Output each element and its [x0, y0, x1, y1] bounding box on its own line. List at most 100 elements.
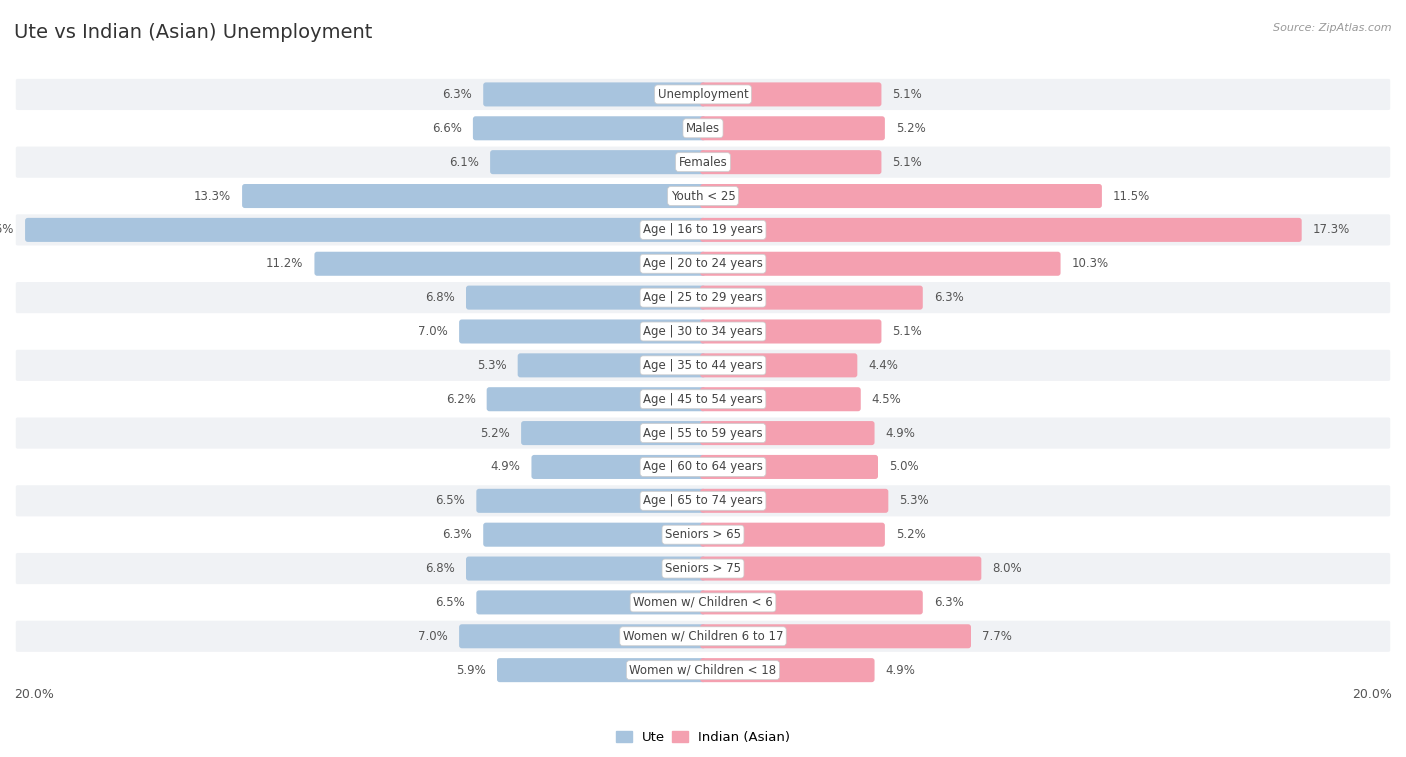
Text: Age | 35 to 44 years: Age | 35 to 44 years: [643, 359, 763, 372]
Text: 6.3%: 6.3%: [934, 596, 963, 609]
Text: Age | 25 to 29 years: Age | 25 to 29 years: [643, 291, 763, 304]
FancyBboxPatch shape: [700, 319, 882, 344]
Text: Females: Females: [679, 156, 727, 169]
FancyBboxPatch shape: [700, 489, 889, 512]
FancyBboxPatch shape: [700, 285, 922, 310]
Text: 19.6%: 19.6%: [0, 223, 14, 236]
FancyBboxPatch shape: [15, 282, 1391, 313]
FancyBboxPatch shape: [465, 556, 706, 581]
FancyBboxPatch shape: [700, 556, 981, 581]
Text: Age | 55 to 59 years: Age | 55 to 59 years: [643, 427, 763, 440]
FancyBboxPatch shape: [700, 83, 882, 107]
Text: Seniors > 65: Seniors > 65: [665, 528, 741, 541]
Text: Age | 20 to 24 years: Age | 20 to 24 years: [643, 257, 763, 270]
FancyBboxPatch shape: [700, 218, 1302, 242]
FancyBboxPatch shape: [15, 621, 1391, 652]
Text: 5.3%: 5.3%: [900, 494, 929, 507]
FancyBboxPatch shape: [486, 387, 706, 411]
Text: 5.1%: 5.1%: [893, 88, 922, 101]
FancyBboxPatch shape: [15, 79, 1391, 110]
Text: 8.0%: 8.0%: [993, 562, 1022, 575]
FancyBboxPatch shape: [460, 625, 706, 648]
FancyBboxPatch shape: [496, 658, 706, 682]
Text: 5.3%: 5.3%: [477, 359, 506, 372]
Text: 4.4%: 4.4%: [869, 359, 898, 372]
Text: 6.8%: 6.8%: [425, 291, 456, 304]
FancyBboxPatch shape: [491, 150, 706, 174]
Text: Women w/ Children < 6: Women w/ Children < 6: [633, 596, 773, 609]
Text: 10.3%: 10.3%: [1071, 257, 1109, 270]
Text: 4.5%: 4.5%: [872, 393, 901, 406]
FancyBboxPatch shape: [465, 285, 706, 310]
FancyBboxPatch shape: [15, 418, 1391, 449]
Text: Women w/ Children 6 to 17: Women w/ Children 6 to 17: [623, 630, 783, 643]
FancyBboxPatch shape: [25, 218, 706, 242]
FancyBboxPatch shape: [15, 248, 1391, 279]
Text: 5.1%: 5.1%: [893, 156, 922, 169]
FancyBboxPatch shape: [15, 350, 1391, 381]
Text: 5.2%: 5.2%: [896, 528, 925, 541]
Text: Age | 45 to 54 years: Age | 45 to 54 years: [643, 393, 763, 406]
FancyBboxPatch shape: [315, 252, 706, 276]
Text: 6.3%: 6.3%: [443, 528, 472, 541]
Text: 4.9%: 4.9%: [886, 664, 915, 677]
FancyBboxPatch shape: [700, 590, 922, 615]
Text: Seniors > 75: Seniors > 75: [665, 562, 741, 575]
Text: 13.3%: 13.3%: [194, 189, 231, 203]
FancyBboxPatch shape: [15, 147, 1391, 178]
Text: 5.0%: 5.0%: [889, 460, 918, 473]
Text: Women w/ Children < 18: Women w/ Children < 18: [630, 664, 776, 677]
Text: Age | 60 to 64 years: Age | 60 to 64 years: [643, 460, 763, 473]
FancyBboxPatch shape: [477, 590, 706, 615]
Text: 6.3%: 6.3%: [934, 291, 963, 304]
FancyBboxPatch shape: [700, 522, 884, 547]
Text: 6.5%: 6.5%: [436, 596, 465, 609]
FancyBboxPatch shape: [531, 455, 706, 479]
Text: Source: ZipAtlas.com: Source: ZipAtlas.com: [1274, 23, 1392, 33]
Text: Age | 65 to 74 years: Age | 65 to 74 years: [643, 494, 763, 507]
Text: 20.0%: 20.0%: [14, 688, 53, 701]
Text: 6.1%: 6.1%: [450, 156, 479, 169]
Text: Age | 30 to 34 years: Age | 30 to 34 years: [643, 325, 763, 338]
FancyBboxPatch shape: [15, 214, 1391, 245]
FancyBboxPatch shape: [700, 421, 875, 445]
Text: 4.9%: 4.9%: [886, 427, 915, 440]
Text: 11.2%: 11.2%: [266, 257, 304, 270]
Text: Males: Males: [686, 122, 720, 135]
Text: 6.6%: 6.6%: [432, 122, 461, 135]
FancyBboxPatch shape: [15, 519, 1391, 550]
Text: Ute vs Indian (Asian) Unemployment: Ute vs Indian (Asian) Unemployment: [14, 23, 373, 42]
Text: 7.0%: 7.0%: [419, 630, 449, 643]
Text: 11.5%: 11.5%: [1114, 189, 1150, 203]
FancyBboxPatch shape: [700, 150, 882, 174]
Text: 7.7%: 7.7%: [981, 630, 1012, 643]
FancyBboxPatch shape: [700, 455, 877, 479]
Text: Unemployment: Unemployment: [658, 88, 748, 101]
FancyBboxPatch shape: [15, 180, 1391, 212]
FancyBboxPatch shape: [517, 354, 706, 378]
FancyBboxPatch shape: [700, 387, 860, 411]
Text: 5.2%: 5.2%: [896, 122, 925, 135]
Text: 7.0%: 7.0%: [419, 325, 449, 338]
FancyBboxPatch shape: [700, 625, 972, 648]
FancyBboxPatch shape: [477, 489, 706, 512]
FancyBboxPatch shape: [472, 117, 706, 140]
Legend: Ute, Indian (Asian): Ute, Indian (Asian): [610, 725, 796, 749]
Text: 4.9%: 4.9%: [491, 460, 520, 473]
FancyBboxPatch shape: [15, 485, 1391, 516]
Text: 5.9%: 5.9%: [456, 664, 486, 677]
FancyBboxPatch shape: [15, 113, 1391, 144]
Text: Youth < 25: Youth < 25: [671, 189, 735, 203]
FancyBboxPatch shape: [700, 117, 884, 140]
FancyBboxPatch shape: [15, 316, 1391, 347]
FancyBboxPatch shape: [15, 553, 1391, 584]
Text: 5.2%: 5.2%: [481, 427, 510, 440]
FancyBboxPatch shape: [15, 384, 1391, 415]
FancyBboxPatch shape: [700, 184, 1102, 208]
FancyBboxPatch shape: [700, 354, 858, 378]
Text: 17.3%: 17.3%: [1313, 223, 1350, 236]
Text: 6.8%: 6.8%: [425, 562, 456, 575]
FancyBboxPatch shape: [700, 658, 875, 682]
FancyBboxPatch shape: [15, 587, 1391, 618]
FancyBboxPatch shape: [484, 83, 706, 107]
